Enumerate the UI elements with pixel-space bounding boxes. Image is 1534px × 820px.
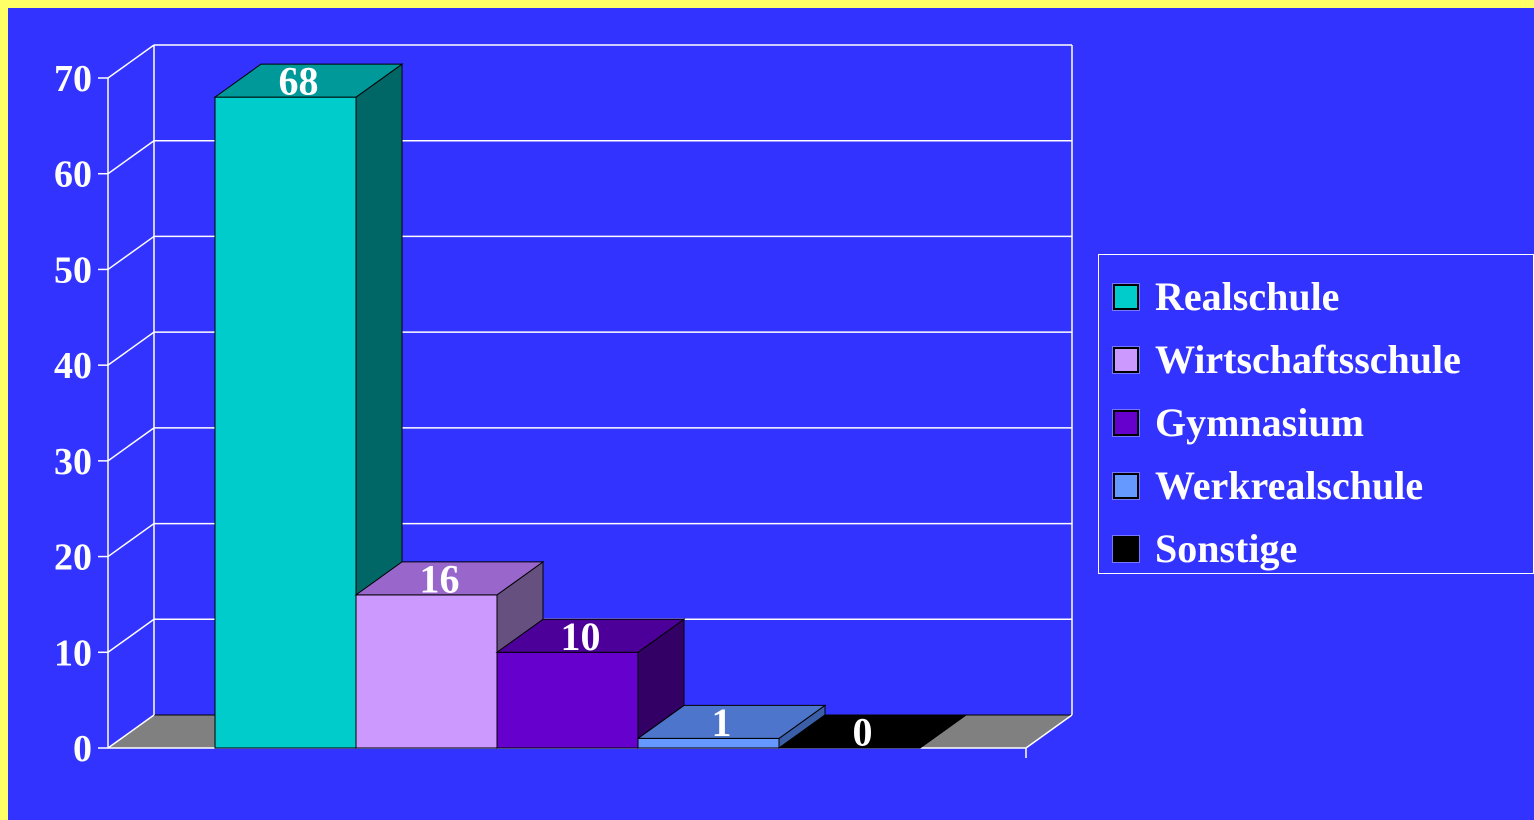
legend-swatch [1112,408,1140,437]
chart-frame: 0 10 20 30 40 50 60 70 68 16 10 1 0 Realschule Wirts… [8,8,1534,820]
y-tick-label: 60 [54,154,92,196]
legend-swatch [1112,534,1140,563]
legend-swatch [1112,345,1140,374]
floor-right-edge [1025,714,1073,749]
side-gridline-50 [107,235,155,271]
data-label: 16 [420,556,460,601]
bar-werkrealschule [636,704,827,749]
y-tick-label: 30 [54,441,92,483]
y-tick-label: 20 [54,537,92,579]
data-label: 1 [712,700,732,745]
bar-top [636,704,827,739]
side-gridline-40 [107,331,155,366]
legend-swatch [1112,471,1140,500]
legend-item: Werkrealschule [1112,454,1533,517]
data-label: 10 [561,614,601,659]
legend-item: Sonstige [1112,517,1533,580]
legend-item: Realschule [1112,265,1533,328]
data-label: 0 [853,710,873,755]
side-gridline-0 [107,714,155,749]
legend-label: Realschule [1155,274,1340,319]
y-tick-label: 70 [54,58,92,100]
data-label: 68 [279,59,319,104]
bar-top [354,561,545,596]
bar-top [213,63,404,98]
legend-item: Gymnasium [1112,391,1533,454]
bar-front [214,96,357,749]
side-gridline-70 [107,44,155,79]
side-gridline-10 [107,618,155,653]
legend-label: Werkrealschule [1155,463,1424,508]
y-tick-label: 40 [54,345,92,387]
bar-top [777,714,968,749]
side-gridline-30 [107,427,155,462]
side-gridline-20 [107,522,155,558]
bar-top [495,618,686,653]
bar-sonstige [777,714,968,749]
legend: Realschule Wirtschaftsschule Gymnasium Werk… [1098,254,1534,574]
legend-label: Gymnasium [1155,400,1364,445]
legend-item: Wirtschaftsschule [1112,328,1533,391]
legend-label: Wirtschaftsschule [1155,337,1461,382]
side-gridline-60 [107,140,155,175]
y-tick-label: 10 [54,632,92,674]
bar-realschule [213,63,404,749]
legend-swatch [1112,282,1140,311]
bar-front [355,594,498,749]
bar-front [496,651,639,749]
y-tick-label: 50 [54,249,92,291]
legend-label: Sonstige [1155,526,1298,571]
bar-front [637,737,780,749]
y-tick-label: 0 [73,728,92,770]
